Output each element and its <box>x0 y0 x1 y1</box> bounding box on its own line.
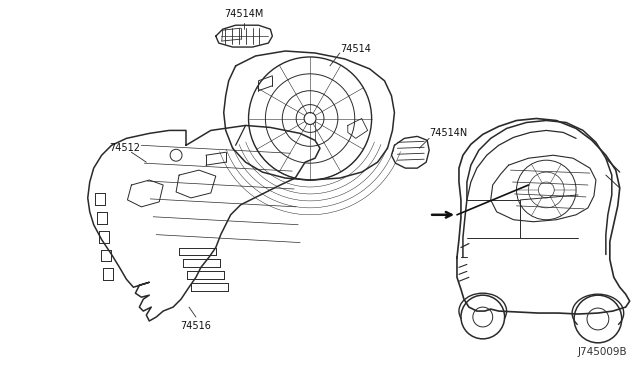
Text: J745009B: J745009B <box>578 347 628 357</box>
Text: 74514N: 74514N <box>429 128 467 138</box>
Text: 74516: 74516 <box>180 321 211 331</box>
Text: 74514M: 74514M <box>224 9 263 19</box>
Text: 74512: 74512 <box>109 143 141 153</box>
Text: 74514: 74514 <box>340 44 371 54</box>
